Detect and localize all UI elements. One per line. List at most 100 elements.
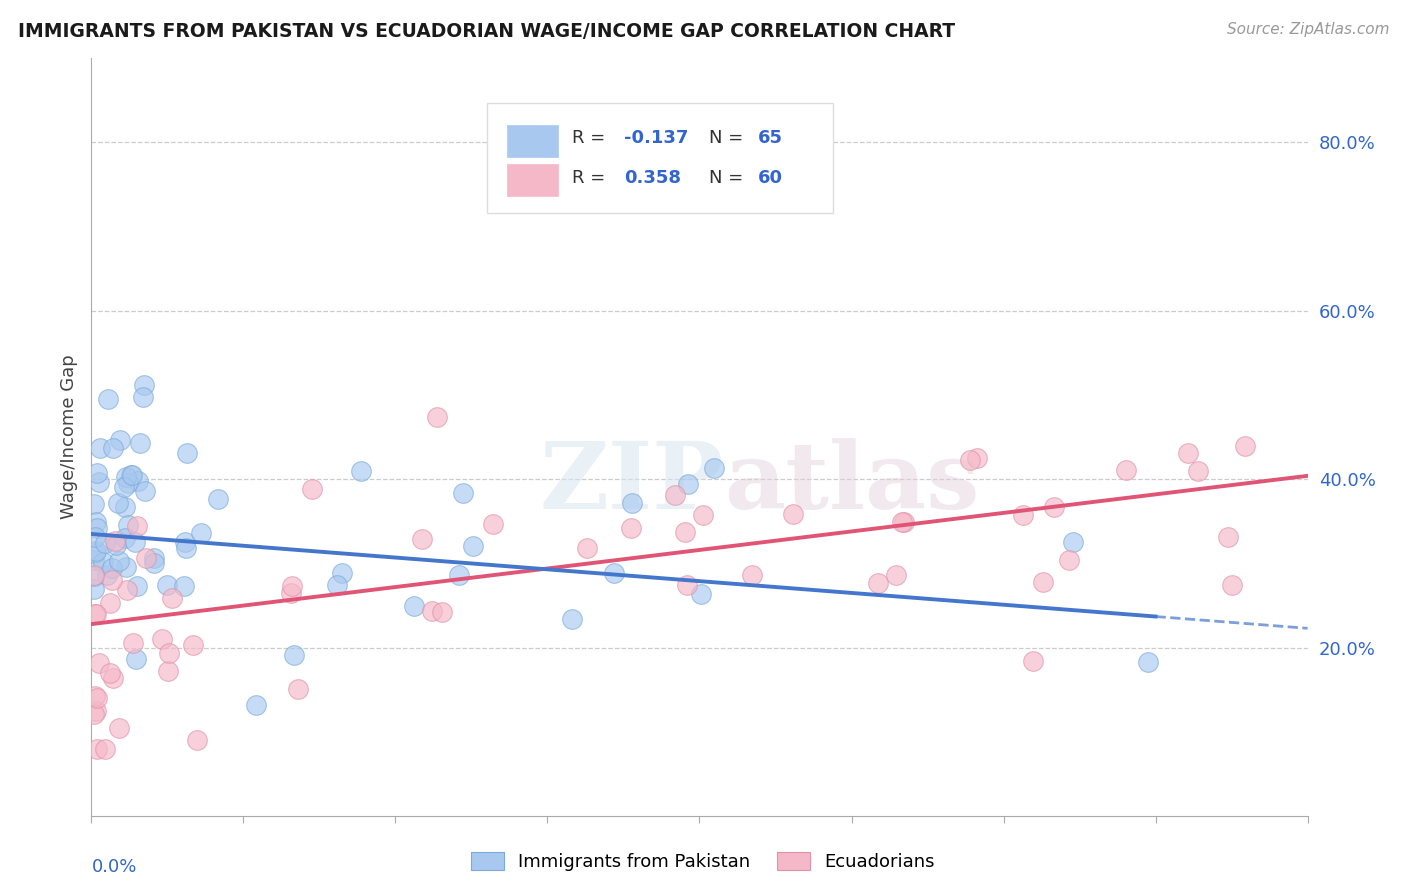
Point: [94, 536, 117, 550]
Point: [461, 539, 484, 553]
Point: [115, 560, 138, 574]
Point: [89, 441, 111, 455]
Point: [125, 651, 148, 665]
Point: [150, 632, 173, 646]
Point: [326, 578, 349, 592]
Point: [1177, 446, 1199, 460]
Point: [108, 553, 131, 567]
Point: [156, 664, 179, 678]
Point: [703, 460, 725, 475]
Text: ZIP: ZIP: [540, 438, 724, 527]
Point: [893, 515, 915, 529]
Point: [692, 508, 714, 522]
Point: [83, 567, 105, 582]
Point: [86, 741, 108, 756]
Point: [449, 568, 471, 582]
Point: [1032, 574, 1054, 589]
Point: [124, 534, 146, 549]
Point: [173, 534, 195, 549]
Point: [97, 392, 120, 406]
Point: [173, 579, 195, 593]
Point: [104, 538, 127, 552]
Point: [89, 656, 111, 670]
Point: [868, 575, 890, 590]
Text: -0.137: -0.137: [624, 129, 689, 147]
Point: [782, 507, 804, 521]
Point: [91, 555, 114, 569]
Point: [117, 476, 139, 491]
Point: [157, 646, 180, 660]
Point: [128, 435, 150, 450]
Point: [402, 599, 425, 614]
Text: N =: N =: [709, 169, 749, 186]
Point: [176, 446, 198, 460]
Point: [280, 586, 302, 600]
Point: [142, 551, 165, 566]
Point: [160, 591, 183, 606]
Point: [84, 690, 107, 704]
Point: [1059, 553, 1081, 567]
Point: [98, 596, 121, 610]
Point: [84, 546, 107, 560]
Point: [482, 516, 505, 531]
Point: [86, 515, 108, 529]
Point: [127, 475, 149, 489]
Point: [1115, 463, 1137, 477]
Point: [100, 560, 122, 574]
Point: [83, 607, 105, 621]
Text: Source: ZipAtlas.com: Source: ZipAtlas.com: [1226, 22, 1389, 37]
Point: [349, 464, 371, 478]
Point: [127, 578, 149, 592]
Point: [156, 578, 179, 592]
Point: [134, 484, 156, 499]
Point: [83, 582, 105, 596]
Point: [1187, 464, 1209, 478]
Point: [1022, 654, 1045, 668]
Point: [83, 707, 105, 722]
Point: [87, 475, 110, 490]
Point: [332, 566, 354, 581]
Point: [287, 681, 309, 696]
Point: [84, 530, 107, 544]
Point: [101, 671, 124, 685]
Point: [1216, 530, 1239, 544]
Point: [101, 441, 124, 455]
Text: IMMIGRANTS FROM PAKISTAN VS ECUADORIAN WAGE/INCOME GAP CORRELATION CHART: IMMIGRANTS FROM PAKISTAN VS ECUADORIAN W…: [18, 22, 956, 41]
Text: 65: 65: [758, 129, 783, 147]
Point: [96, 567, 118, 582]
Point: [281, 579, 304, 593]
Point: [108, 721, 131, 735]
Point: [86, 690, 108, 705]
Point: [104, 534, 127, 549]
Point: [86, 467, 108, 481]
Point: [453, 486, 475, 500]
Point: [561, 612, 583, 626]
Point: [245, 698, 267, 712]
Point: [121, 467, 143, 482]
Bar: [508, 125, 558, 156]
Y-axis label: Wage/Income Gap: Wage/Income Gap: [59, 355, 77, 519]
Point: [690, 587, 713, 601]
Point: [675, 578, 697, 592]
Point: [117, 582, 139, 597]
Point: [283, 648, 305, 663]
Legend: Immigrants from Pakistan, Ecuadorians: Immigrants from Pakistan, Ecuadorians: [464, 845, 942, 879]
Point: [86, 705, 108, 719]
Point: [83, 569, 105, 583]
Point: [673, 525, 696, 540]
Point: [174, 541, 197, 555]
Point: [676, 477, 699, 491]
Point: [1011, 508, 1033, 523]
Point: [101, 574, 124, 588]
Point: [1136, 655, 1159, 669]
Point: [190, 526, 212, 541]
Text: 0.0%: 0.0%: [91, 858, 136, 876]
Point: [98, 665, 121, 680]
Text: 0.358: 0.358: [624, 169, 681, 186]
Point: [966, 450, 988, 465]
Point: [143, 556, 166, 570]
Point: [122, 635, 145, 649]
Point: [1220, 578, 1243, 592]
Point: [84, 607, 107, 622]
Text: R =: R =: [572, 169, 610, 186]
